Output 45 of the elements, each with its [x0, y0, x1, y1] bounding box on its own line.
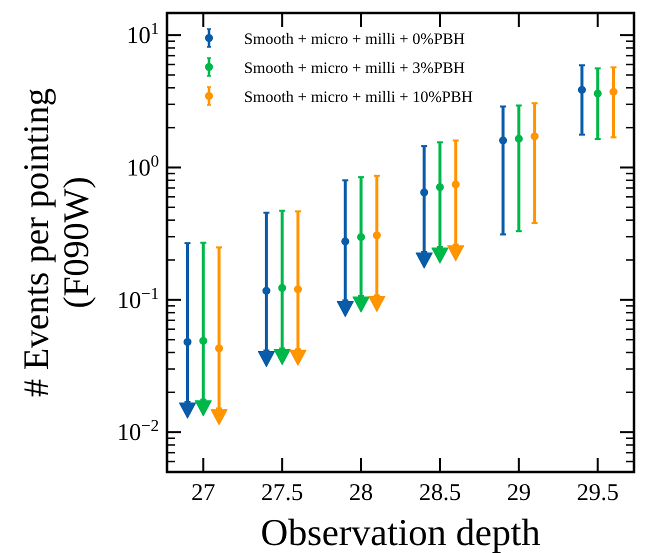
legend-label: Smooth + micro + milli + 10%PBH — [244, 89, 474, 106]
point — [274, 349, 291, 365]
x-tick-label: 29 — [506, 480, 531, 506]
point — [289, 350, 306, 366]
x-tick-label: 27 — [191, 480, 216, 506]
x-tick-label: 29.5 — [576, 480, 619, 506]
point — [258, 351, 275, 368]
point — [215, 344, 224, 352]
point — [514, 134, 523, 143]
y-tick-label: 10$^{−1}$ — [117, 283, 159, 314]
point — [594, 90, 602, 98]
point — [341, 237, 350, 246]
point — [352, 296, 370, 312]
x-tick-label: 28.5 — [418, 480, 461, 506]
point — [179, 402, 196, 419]
y-tick-label: 10$^{−2}$ — [117, 416, 159, 446]
legend-label: Smooth + micro + milli + 0%PBH — [244, 31, 466, 48]
point — [530, 132, 539, 140]
point — [262, 286, 270, 295]
point — [452, 180, 460, 188]
point — [199, 336, 208, 345]
y-tick-label: 10$^{0}$ — [126, 150, 159, 182]
point — [194, 400, 212, 416]
point — [499, 136, 508, 144]
point — [416, 252, 433, 268]
point — [447, 245, 464, 262]
point — [278, 284, 286, 292]
y-axis-title: # Events per pointing (F090W) — [16, 88, 96, 397]
point — [372, 231, 381, 240]
point — [431, 248, 448, 264]
point — [578, 86, 586, 94]
point — [436, 183, 444, 192]
point — [368, 296, 386, 312]
x-tick-label: 27.5 — [261, 480, 304, 506]
point — [357, 233, 366, 242]
point — [294, 285, 302, 294]
y-tick-label: 10$^{1}$ — [126, 18, 159, 50]
point — [184, 338, 192, 346]
x-axis-title: Observation depth — [260, 512, 540, 553]
point — [609, 88, 618, 96]
x-tick-label: 28 — [349, 480, 374, 506]
point — [420, 188, 428, 196]
point — [336, 300, 354, 317]
legend-label: Smooth + micro + milli + 3%PBH — [244, 60, 466, 77]
point — [210, 409, 228, 426]
